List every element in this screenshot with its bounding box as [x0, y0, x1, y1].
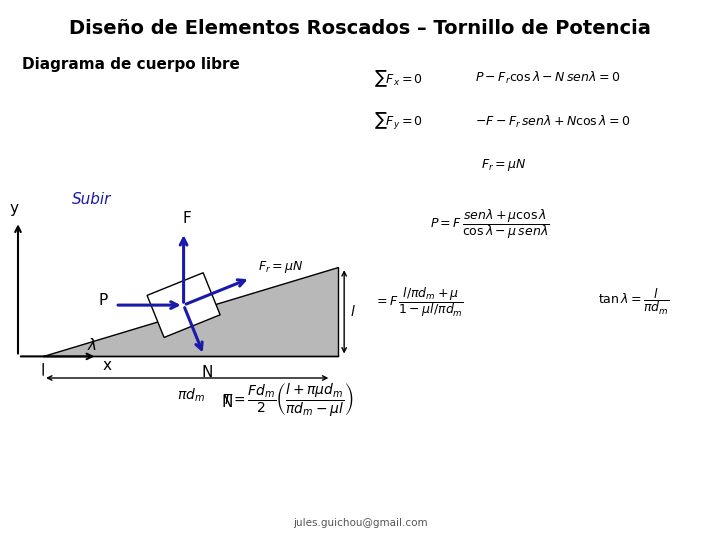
- Text: $\tan\lambda = \dfrac{l}{\pi d_m}$: $\tan\lambda = \dfrac{l}{\pi d_m}$: [598, 287, 670, 318]
- Text: $\pi d_m$: $\pi d_m$: [177, 386, 204, 403]
- Text: $= F\,\dfrac{l/\pi d_m + \mu}{1 - \mu l/\pi d_m}$: $= F\,\dfrac{l/\pi d_m + \mu}{1 - \mu l/…: [374, 286, 464, 319]
- Text: $\lambda$: $\lambda$: [87, 336, 97, 353]
- Text: $\sum F_y = 0$: $\sum F_y = 0$: [374, 111, 423, 132]
- Text: jules.guichou@gmail.com: jules.guichou@gmail.com: [293, 518, 427, 528]
- Text: $-F - F_r\,sen\lambda + N\cos\lambda = 0$: $-F - F_r\,sen\lambda + N\cos\lambda = 0…: [475, 113, 631, 130]
- Text: $l$: $l$: [350, 305, 356, 319]
- Text: Diseño de Elementos Roscados – Tornillo de Potencia: Diseño de Elementos Roscados – Tornillo …: [69, 19, 651, 38]
- Text: P: P: [99, 293, 108, 308]
- Text: $\sum F_x = 0$: $\sum F_x = 0$: [374, 68, 423, 89]
- Text: y: y: [10, 201, 19, 216]
- Text: $F_r{=}\mu N$: $F_r{=}\mu N$: [258, 259, 303, 275]
- Text: $T = \dfrac{Fd_m}{2}\left(\dfrac{l + \pi\mu d_m}{\pi d_m - \mu l}\right)$: $T = \dfrac{Fd_m}{2}\left(\dfrac{l + \pi…: [222, 381, 354, 418]
- Text: $P = F\,\dfrac{sen\lambda + \mu\cos\lambda}{\cos\lambda - \mu\,sen\lambda}$: $P = F\,\dfrac{sen\lambda + \mu\cos\lamb…: [430, 207, 549, 241]
- Text: $F_r = \mu N$: $F_r = \mu N$: [481, 157, 527, 173]
- Text: $P - F_r\cos\lambda - N\,sen\lambda = 0$: $P - F_r\cos\lambda - N\,sen\lambda = 0$: [475, 70, 621, 86]
- Text: x: x: [103, 358, 112, 373]
- Text: F: F: [182, 211, 191, 226]
- Polygon shape: [43, 267, 338, 356]
- Polygon shape: [147, 273, 220, 338]
- Text: Subir: Subir: [72, 192, 112, 207]
- Text: Diagrama de cuerpo libre: Diagrama de cuerpo libre: [22, 57, 240, 72]
- Text: N: N: [221, 395, 233, 410]
- Text: N: N: [202, 365, 213, 380]
